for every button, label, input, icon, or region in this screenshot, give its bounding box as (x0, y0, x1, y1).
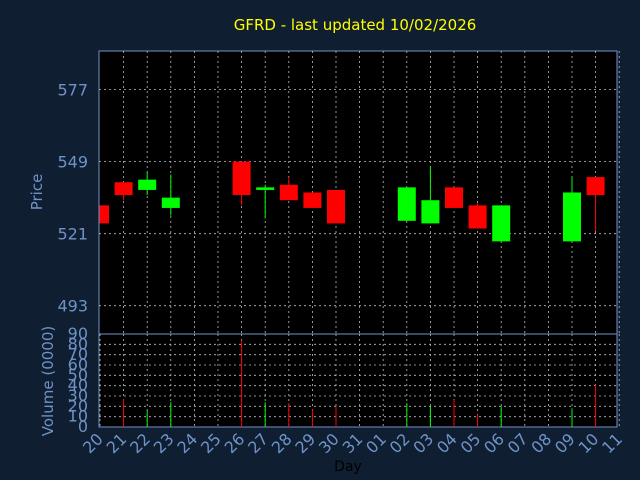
price-axis-label: Price (28, 174, 46, 211)
volume-axis-label: Volume (0000) (39, 326, 57, 436)
candle (279, 177, 298, 201)
candle-body (138, 179, 157, 190)
candlestick-series (99, 161, 605, 242)
price-tick-label: 549 (57, 153, 88, 172)
candle (397, 187, 416, 221)
price-plot-area (98, 50, 618, 335)
x-tick-label: 11 (598, 429, 626, 457)
volume-plot-area (98, 333, 618, 428)
candle (327, 189, 345, 224)
candle-body (468, 205, 487, 229)
candle (563, 177, 581, 242)
volume-tick-label: 50 (68, 365, 88, 384)
price-tick-label: 521 (57, 225, 88, 244)
candle-body (563, 192, 581, 242)
candle-body (114, 182, 133, 196)
volume-tick-label: 70 (68, 345, 88, 364)
volume-tick-label: 20 (68, 396, 88, 415)
candle-body (445, 187, 463, 208)
candle-body (397, 187, 416, 221)
candle-body (100, 205, 109, 224)
candle (232, 161, 251, 206)
volume-tick-label: 90 (68, 324, 88, 343)
candle (114, 182, 133, 201)
volume-tick-label: 80 (68, 334, 88, 353)
candle (138, 171, 157, 196)
candle-body (303, 192, 322, 208)
candle (256, 184, 275, 219)
volume-tick-label: 0 (78, 417, 88, 436)
candle-body (586, 177, 605, 196)
candle (492, 205, 511, 242)
candle-body (421, 200, 440, 224)
candle-body (327, 189, 345, 224)
volume-grid (99, 334, 620, 427)
candle (99, 205, 109, 224)
price-axis-ticks: 493 521 549 577 (57, 81, 88, 316)
candle-body (256, 187, 275, 190)
volume-tick-label: 10 (68, 407, 88, 426)
volume-tick-label: 40 (68, 376, 88, 395)
candle (586, 177, 605, 232)
candle-body (279, 184, 298, 201)
candle (161, 174, 180, 216)
candle-body (492, 205, 511, 242)
volume-series (123, 340, 597, 427)
x-axis-ticks: 2021222324252627282930310102030405060708… (79, 429, 626, 457)
price-tick-label: 577 (57, 81, 88, 100)
candle (468, 202, 487, 229)
candle (303, 192, 322, 208)
candle (421, 166, 440, 224)
candle-body (161, 197, 180, 208)
x-axis-label: Day (334, 459, 362, 475)
price-tick-label: 493 (57, 297, 88, 316)
chart-title: GFRD - last updated 10/02/2026 (234, 16, 477, 34)
volume-tick-label: 60 (68, 355, 88, 374)
candle (445, 187, 463, 208)
volume-tick-label: 30 (68, 386, 88, 405)
candle-body (232, 161, 251, 196)
